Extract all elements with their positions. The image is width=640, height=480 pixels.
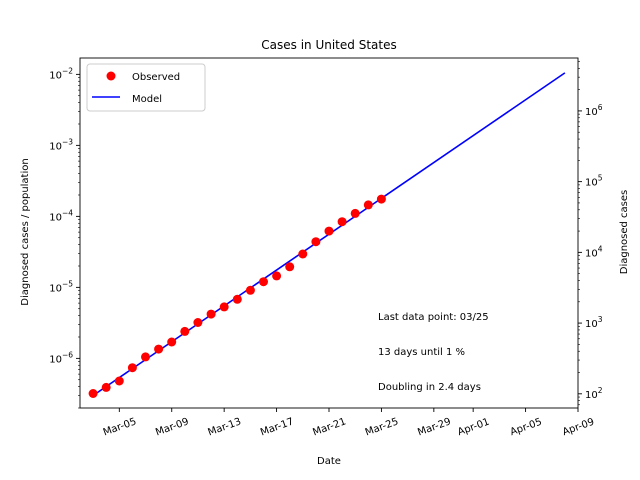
observed-point	[180, 326, 190, 336]
observed-point	[114, 376, 124, 386]
annotation-days-until: 13 days until 1 %	[378, 347, 465, 358]
x-tick-label: Mar-13	[207, 416, 243, 438]
y-right-tick-label: 106	[585, 103, 603, 118]
y-right-tick-label: 103	[585, 315, 603, 330]
y-right-tick-label: 102	[585, 386, 603, 401]
observed-point	[88, 389, 98, 398]
observed-point	[376, 194, 386, 204]
observed-point	[272, 271, 282, 281]
plot-area: 10−6 10−5 10−4 10−3 10−2 102 103 104 105 106 Mar-0…	[49, 57, 603, 439]
x-tick-label: Mar-29	[416, 416, 452, 438]
x-axis-label: Date	[317, 456, 341, 467]
y-tick-label: 10−4	[49, 208, 73, 223]
observed-point	[285, 262, 295, 272]
y-tick-label: 10−3	[49, 137, 73, 152]
x-tick-label: Mar-21	[311, 416, 347, 438]
observed-point	[363, 200, 373, 210]
y-tick-label: 10−5	[49, 279, 73, 294]
y-right-tick-label: 105	[585, 174, 603, 189]
x-tick-label: Mar-17	[259, 416, 295, 438]
x-tick-label: Apr-09	[561, 417, 596, 439]
observed-point	[337, 217, 347, 227]
observed-point	[350, 208, 360, 218]
observed-point	[141, 352, 150, 362]
annotation-doubling: Doubling in 2.4 days	[378, 382, 481, 393]
observed-point	[245, 285, 255, 295]
observed-point	[206, 309, 216, 319]
observed-point	[219, 302, 229, 312]
legend-observed-marker	[106, 71, 116, 81]
y-right-axis-label: Diagnosed cases	[619, 190, 630, 275]
observed-point	[232, 294, 242, 304]
y-axis-label: Diagnosed cases / population	[20, 158, 31, 305]
chart-title: Cases in United States	[261, 38, 396, 52]
y-tick-label: 10−6	[49, 350, 73, 365]
observed-point	[298, 249, 308, 259]
observed-point	[101, 382, 111, 392]
legend-observed-label: Observed	[132, 72, 180, 83]
observed-point	[193, 318, 203, 327]
observed-point	[259, 277, 268, 287]
legend: Observed Model	[86, 63, 206, 112]
observed-point	[311, 237, 321, 247]
x-tick-label: Mar-05	[102, 416, 138, 438]
x-tick-label: Apr-05	[509, 417, 544, 439]
y-tick-label: 10−2	[49, 66, 73, 81]
annotation-last-data-point: Last data point: 03/25	[378, 312, 489, 323]
x-tick-label: Mar-25	[364, 416, 400, 438]
observed-point	[127, 363, 137, 373]
legend-model-label: Model	[132, 94, 162, 105]
x-tick-label: Apr-01	[456, 417, 491, 439]
observed-point	[167, 337, 177, 347]
observed-point	[154, 344, 164, 354]
y-right-tick-label: 104	[585, 244, 603, 259]
observed-point	[324, 226, 334, 236]
annotations: Last data point: 03/25 13 days until 1 %…	[378, 312, 489, 393]
x-tick-label: Mar-09	[154, 416, 190, 438]
legend-frame	[86, 63, 206, 112]
